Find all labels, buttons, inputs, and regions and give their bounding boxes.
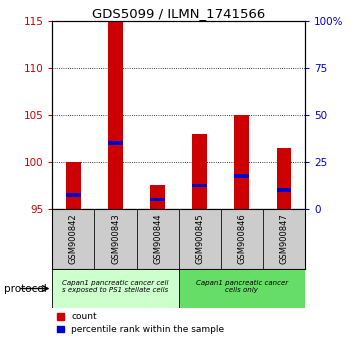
Bar	[108, 141, 123, 145]
Bar	[52, 269, 179, 308]
Bar	[192, 183, 207, 187]
Text: GSM900842: GSM900842	[69, 213, 78, 264]
Legend: count, percentile rank within the sample: count, percentile rank within the sample	[57, 313, 225, 334]
Text: GSM900843: GSM900843	[111, 213, 120, 264]
Bar	[235, 174, 249, 178]
Text: GSM900844: GSM900844	[153, 213, 162, 264]
Bar	[108, 21, 123, 209]
Text: GSM900847: GSM900847	[279, 213, 288, 264]
Text: GSM900846: GSM900846	[238, 213, 246, 264]
Bar	[192, 134, 207, 209]
Bar	[277, 188, 291, 192]
Bar	[66, 162, 81, 209]
Text: Capan1 pancreatic cancer cell
s exposed to PS1 stellate cells: Capan1 pancreatic cancer cell s exposed …	[62, 280, 169, 293]
Bar	[150, 198, 165, 201]
Bar	[95, 209, 136, 269]
Bar	[179, 209, 221, 269]
Bar	[136, 209, 179, 269]
Text: protocol: protocol	[4, 284, 46, 293]
Bar	[179, 269, 305, 308]
Bar	[221, 209, 263, 269]
Bar	[52, 209, 95, 269]
Bar	[150, 185, 165, 209]
Bar	[66, 193, 81, 197]
Title: GDS5099 / ILMN_1741566: GDS5099 / ILMN_1741566	[92, 7, 265, 20]
Text: GSM900845: GSM900845	[195, 213, 204, 264]
Bar	[277, 148, 291, 209]
Bar	[263, 209, 305, 269]
Text: Capan1 pancreatic cancer
cells only: Capan1 pancreatic cancer cells only	[196, 280, 288, 293]
Bar	[235, 115, 249, 209]
